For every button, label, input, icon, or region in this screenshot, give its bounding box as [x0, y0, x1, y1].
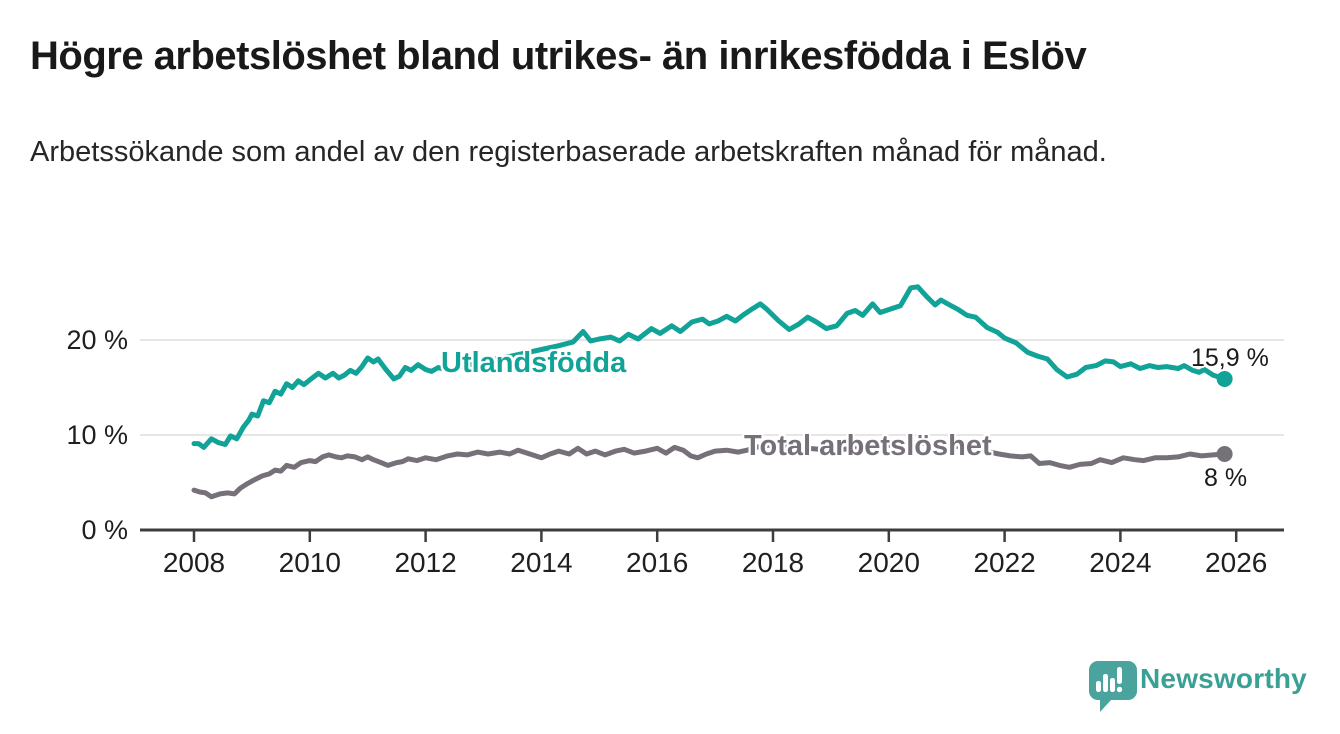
- series-label-utlandsfodda: Utlandsfödda: [441, 347, 627, 379]
- x-tick-label: 2022: [973, 547, 1035, 578]
- newsworthy-logo-icon: [1089, 661, 1137, 712]
- end-value-label-total: 8 %: [1204, 464, 1248, 492]
- data-line: [191, 284, 1228, 450]
- newsworthy-logo-text: Newsworthy: [1140, 663, 1307, 694]
- data-endpoint-dot: [1216, 446, 1233, 462]
- x-tick-label: 2024: [1089, 547, 1151, 578]
- x-tick-label: 2008: [163, 547, 225, 578]
- y-tick-label: 10 %: [66, 420, 128, 450]
- x-tick-label: 2012: [394, 547, 456, 578]
- series-label-total-arbetsloshet: Total arbetslöshet: [744, 430, 992, 462]
- x-tick-label: 2020: [858, 547, 920, 578]
- y-tick-label: 0 %: [81, 515, 128, 545]
- x-tick-label: 2018: [742, 547, 804, 578]
- end-value-label-utlandsfodda: 15,9 %: [1191, 344, 1269, 372]
- newsworthy-logo: Newsworthy: [1087, 659, 1327, 719]
- x-tick-label: 2010: [279, 547, 341, 578]
- x-tick-label: 2014: [510, 547, 572, 578]
- x-tick-label: 2016: [626, 547, 688, 578]
- data-endpoint-dot: [1216, 370, 1233, 387]
- page-title: Högre arbetslöshet bland utrikes- än inr…: [30, 34, 1087, 78]
- y-tick-label: 20 %: [66, 325, 128, 355]
- x-tick-label: 2026: [1205, 547, 1267, 578]
- chart-subtitle: Arbetssökande som andel av den registerb…: [30, 136, 1107, 168]
- data-line: [191, 440, 1228, 500]
